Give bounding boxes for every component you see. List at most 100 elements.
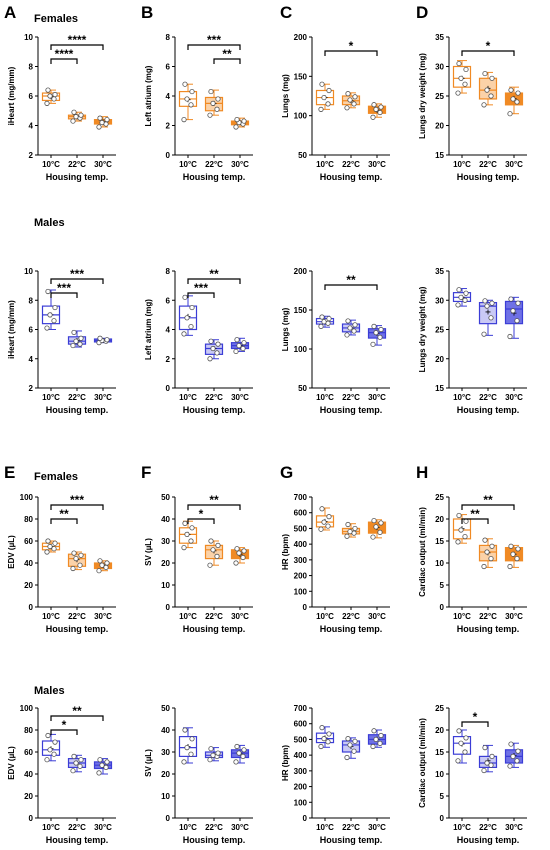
y-tick-label: 15 — [435, 151, 444, 160]
data-point — [236, 550, 242, 556]
data-point — [351, 748, 357, 754]
data-point — [241, 548, 247, 554]
panel-letter: E — [4, 463, 15, 482]
chart-panel-B-f: B 0 2 4 6 8 Left atrium (mg) 10°C 22°C 30°C Housin… — [141, 3, 253, 182]
box-1 — [67, 550, 87, 572]
data-point — [104, 560, 110, 566]
box-1 — [478, 298, 498, 337]
data-point — [73, 760, 79, 766]
significance-bracket: *** — [50, 281, 78, 298]
data-point — [507, 563, 513, 570]
data-point — [319, 314, 325, 320]
y-tick-label: 60 — [24, 748, 33, 757]
box-2 — [230, 743, 250, 765]
data-point — [484, 760, 490, 766]
y-tick-label: 200 — [294, 33, 308, 42]
y-axis-label: Lungs dry weight (mg) — [418, 286, 427, 372]
data-point — [508, 296, 514, 302]
y-tick-label: 100 — [294, 587, 308, 596]
data-point — [182, 520, 188, 527]
y-tick-label: 0 — [303, 603, 308, 612]
x-axis-label: Housing temp. — [183, 172, 246, 182]
x-tick-label: 10°C — [453, 612, 471, 621]
data-point — [507, 763, 513, 769]
data-point — [488, 93, 494, 99]
y-tick-label: 6 — [166, 63, 171, 72]
data-point — [182, 727, 188, 733]
data-point — [326, 87, 332, 94]
bracket-line — [324, 50, 378, 56]
data-point — [241, 118, 247, 124]
data-point — [77, 763, 83, 769]
data-point — [73, 338, 79, 344]
bracket-line — [50, 504, 104, 510]
y-tick-label: 25 — [435, 704, 444, 713]
data-point — [370, 743, 376, 750]
data-point — [240, 554, 246, 561]
data-point — [78, 552, 84, 558]
data-point — [488, 315, 494, 321]
data-point — [344, 105, 350, 111]
box-1 — [67, 109, 87, 124]
box-1 — [204, 538, 224, 568]
significance-label: * — [473, 710, 478, 724]
data-point — [99, 119, 105, 126]
data-point — [345, 318, 351, 324]
y-tick-label: 25 — [435, 493, 444, 502]
bracket-line — [50, 715, 104, 721]
data-point — [181, 544, 187, 551]
box-0 — [452, 287, 472, 308]
data-point — [71, 550, 77, 556]
data-point — [326, 514, 332, 520]
x-tick-label: 10°C — [179, 823, 197, 832]
data-point — [488, 555, 494, 562]
x-tick-label: 30°C — [505, 612, 523, 621]
box-1 — [341, 521, 361, 539]
data-point — [462, 749, 468, 755]
significance-label: *** — [207, 33, 221, 47]
data-point — [47, 543, 53, 550]
y-axis-label: Cardiac output (ml/min) — [418, 718, 427, 808]
y-axis-label: EDV (µL) — [7, 746, 16, 780]
box-0 — [315, 81, 335, 112]
box-2 — [504, 543, 524, 570]
significance-bracket: *** — [50, 493, 104, 510]
chart-panel-F-m: 0 10 20 30 40 50 SV (µL) 10°C 22°C 30°C Housing te… — [144, 704, 253, 845]
group-title: Males — [34, 217, 65, 229]
data-point — [73, 114, 79, 120]
data-point — [70, 768, 76, 774]
data-point — [45, 732, 51, 739]
chart-panel-B-m: 0 2 4 6 8 Left atrium (mg) 10°C 22°C 30°C Housing… — [144, 267, 253, 415]
x-axis-label: Housing temp. — [457, 405, 520, 415]
y-axis-label: Lungs (mg) — [281, 74, 290, 118]
box-1 — [341, 736, 361, 761]
y-tick-label: 0 — [166, 384, 171, 393]
data-point — [482, 537, 488, 543]
y-tick-label: 0 — [166, 603, 171, 612]
x-axis-label: Housing temp. — [320, 405, 383, 415]
data-point — [515, 300, 521, 306]
y-tick-label: 30 — [161, 537, 170, 546]
data-point — [97, 558, 103, 564]
data-point — [463, 290, 469, 296]
box-0 — [315, 314, 335, 329]
significance-bracket: ** — [50, 507, 78, 524]
y-tick-label: 50 — [161, 704, 170, 713]
data-point — [189, 304, 195, 311]
x-tick-label: 30°C — [94, 612, 112, 621]
x-tick-label: 10°C — [316, 612, 334, 621]
box-0 — [41, 87, 61, 106]
data-point — [456, 287, 462, 293]
box-0 — [41, 538, 61, 555]
y-tick-label: 60 — [24, 537, 33, 546]
data-point — [78, 335, 84, 341]
significance-bracket: ** — [324, 273, 378, 290]
bracket-line — [50, 278, 104, 284]
significance-bracket: ** — [187, 493, 241, 510]
data-point — [347, 97, 353, 103]
data-point — [352, 94, 358, 100]
data-point — [321, 94, 327, 101]
data-point — [184, 531, 190, 538]
y-tick-label: 0 — [440, 814, 445, 823]
